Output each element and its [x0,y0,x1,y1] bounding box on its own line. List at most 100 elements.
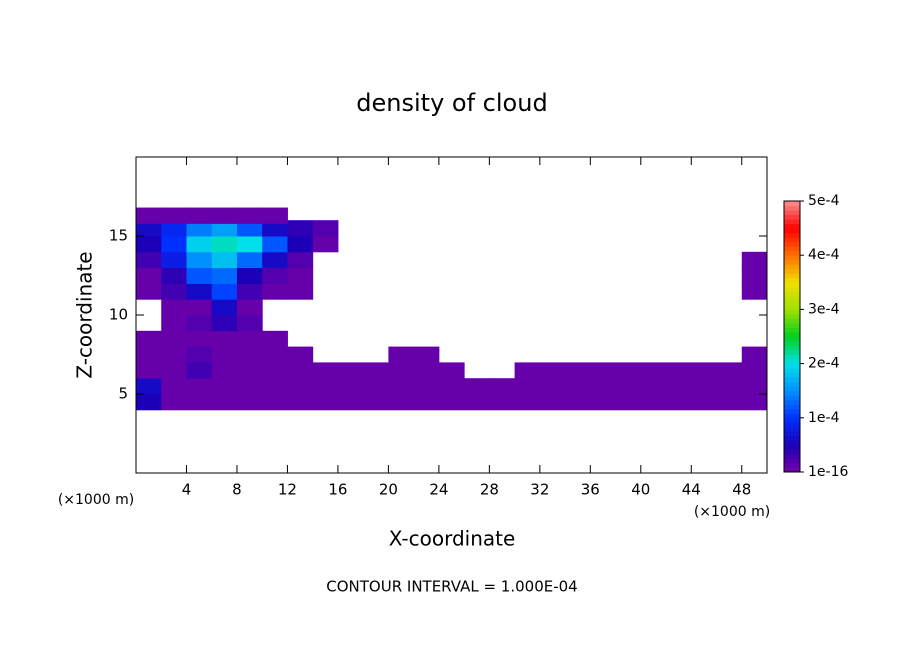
cell [236,346,263,363]
cell [186,299,213,316]
colorbar-segment [784,255,800,261]
cell [287,267,314,284]
cell [691,362,718,379]
cell [236,315,263,332]
cell [161,330,187,348]
cell [136,220,162,237]
cell [741,346,768,363]
colorbar-frame [783,200,801,473]
x-tick-label: 32 [530,481,549,499]
colorbar-segment [784,264,800,270]
cell [363,362,389,379]
colorbar-segment [784,300,800,306]
cell [489,394,516,411]
cell [741,251,768,269]
cell [666,394,692,411]
colorbar-segment [784,399,800,405]
cell [262,207,288,224]
colorbar-segment [784,327,800,333]
cell [186,267,213,284]
cell [161,251,187,269]
cell [287,251,314,269]
cell [565,378,591,395]
cell [186,283,213,300]
cell [161,236,187,253]
colorbar-segment [784,219,800,225]
colorbar-segment [784,318,800,324]
annotation: CONTOUR INTERVAL = 1.000E-04 [326,578,577,596]
colorbar-tick-label: 5e-4 [808,193,840,209]
colorbar-segment [784,291,800,297]
cell [337,394,364,411]
colorbar-segment [784,435,800,441]
colorbar-segment [784,377,800,383]
colorbar-segment [784,313,800,319]
colorbar-segment [784,282,800,288]
cell [539,394,566,411]
cell [666,378,692,395]
cell [514,362,541,379]
colorbar-tick-label: 1e-4 [808,410,840,426]
cell [438,394,465,411]
cell [287,378,314,395]
cell [161,207,187,224]
x-tick-label: 40 [631,481,650,499]
colorbar-segment [784,345,800,351]
cell [287,220,314,237]
cell [363,378,389,395]
x-tick-label: 36 [581,481,600,499]
cell [615,378,642,395]
colorbar-segment [784,390,800,396]
cell [211,220,238,237]
cell [388,378,415,395]
colorbar-segment [784,273,800,279]
cell [565,362,591,379]
colorbar-segment [784,350,800,356]
x-tick-label: 20 [379,481,398,499]
cell [640,362,667,379]
cell [161,220,187,237]
cell [211,299,238,316]
cell [186,207,213,224]
colorbar-segment [784,228,800,234]
y-tick-label: 5 [118,385,128,403]
colorbar-segment [784,395,800,401]
cell [161,283,187,300]
colorbar-segment [784,363,800,369]
colorbar-segment [784,426,800,432]
cell [211,207,238,224]
colorbar-segment [784,413,800,419]
cell [236,251,263,269]
cell [186,346,213,363]
cell [514,378,541,395]
cell [236,207,263,224]
cell [186,220,213,237]
cell [262,236,288,253]
cell [640,394,667,411]
colorbar-segment [784,295,800,301]
colorbar-segment [784,449,800,455]
cell [287,236,314,253]
cell [287,362,314,379]
cell [615,362,642,379]
x-tick-label: 28 [480,481,499,499]
cell [136,394,162,411]
colorbar-segment [784,205,800,211]
cell [337,378,364,395]
cell [489,378,516,395]
cell [211,251,238,269]
colorbar-segment [784,372,800,378]
cell [287,283,314,300]
colorbar-segment [784,277,800,283]
colorbar-segment [784,408,800,414]
cell [236,394,263,411]
cell [136,346,162,363]
cell [161,362,187,379]
cell [136,236,162,253]
colorbar-segment [784,210,800,216]
colorbar-tick-label: 3e-4 [808,301,840,317]
colorbar-tick-label: 1e-16 [808,464,848,480]
cell [640,378,667,395]
cell [236,267,263,284]
x-axis-label: X-coordinate [389,527,516,551]
